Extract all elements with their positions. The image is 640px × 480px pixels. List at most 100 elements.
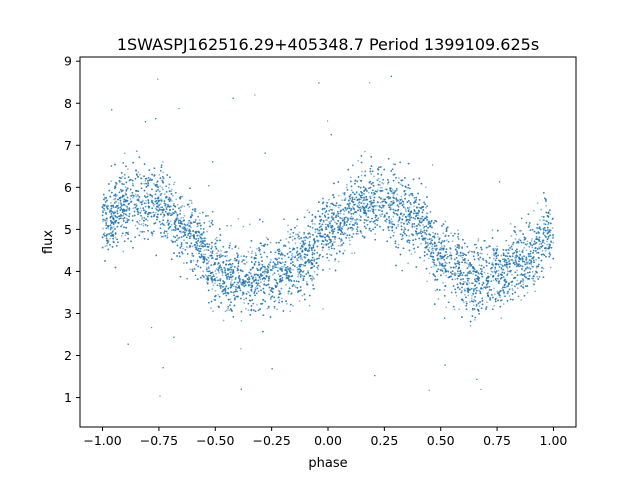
data-point <box>236 283 238 286</box>
data-point <box>182 247 184 250</box>
data-point <box>313 277 316 280</box>
data-point <box>358 214 361 217</box>
data-point <box>510 235 513 237</box>
data-point <box>217 250 220 253</box>
data-point <box>497 273 500 275</box>
data-point <box>388 217 390 219</box>
data-point <box>443 245 446 247</box>
data-point <box>250 252 253 255</box>
data-point <box>428 257 430 260</box>
data-point <box>531 271 534 273</box>
data-point <box>487 246 490 248</box>
data-point <box>351 229 353 232</box>
data-point <box>277 273 280 276</box>
data-point <box>351 206 354 208</box>
data-point <box>146 219 149 222</box>
data-point <box>359 198 362 201</box>
data-point <box>457 229 459 232</box>
data-point <box>522 249 524 252</box>
data-point <box>190 199 193 202</box>
data-point <box>434 289 437 292</box>
data-point <box>180 217 182 219</box>
data-point <box>426 212 429 215</box>
data-point <box>329 253 331 256</box>
data-point <box>292 235 294 237</box>
data-point <box>245 308 247 310</box>
data-point <box>518 250 521 253</box>
data-point <box>444 261 447 264</box>
data-point <box>162 188 164 191</box>
data-point <box>332 217 335 219</box>
data-point <box>422 227 425 229</box>
data-point <box>112 205 115 208</box>
data-point <box>455 295 458 297</box>
data-point <box>215 272 217 275</box>
data-point <box>391 220 394 223</box>
data-point <box>227 307 229 310</box>
data-point <box>466 282 468 284</box>
data-point <box>392 215 395 218</box>
data-point <box>141 218 143 220</box>
data-point <box>183 205 186 208</box>
data-point <box>392 199 395 202</box>
data-point <box>158 190 161 193</box>
data-point <box>428 272 431 275</box>
data-point <box>549 213 552 216</box>
data-point <box>402 203 405 205</box>
data-point <box>134 193 137 196</box>
data-point <box>468 264 470 267</box>
data-point <box>346 183 348 186</box>
data-point <box>473 319 476 321</box>
data-point <box>183 214 186 217</box>
data-point <box>494 268 497 270</box>
data-point <box>397 220 400 223</box>
data-point <box>376 204 378 207</box>
data-point <box>357 159 360 162</box>
data-point <box>122 214 125 217</box>
data-point <box>325 219 327 221</box>
data-point <box>526 291 529 294</box>
data-point <box>437 235 439 238</box>
data-point <box>263 272 266 275</box>
data-point <box>368 195 371 198</box>
data-point <box>334 221 336 224</box>
data-point <box>357 232 360 235</box>
data-point <box>311 275 314 277</box>
data-point <box>491 229 494 231</box>
data-point <box>414 251 416 253</box>
data-point <box>241 278 244 281</box>
data-point <box>501 264 503 266</box>
data-point <box>471 294 473 297</box>
data-point <box>481 252 483 255</box>
data-point <box>164 193 166 195</box>
data-point <box>256 247 258 250</box>
data-point <box>289 233 292 236</box>
data-point <box>379 214 381 216</box>
data-point <box>374 208 377 211</box>
data-point <box>420 228 422 231</box>
data-point <box>341 199 343 201</box>
data-point <box>365 214 367 217</box>
data-point <box>482 259 485 262</box>
data-point <box>149 177 152 180</box>
data-point <box>296 270 299 273</box>
data-point <box>531 246 534 249</box>
data-point <box>226 309 228 312</box>
data-point <box>545 205 548 207</box>
data-point <box>426 280 428 282</box>
data-point <box>525 259 528 262</box>
data-point <box>538 247 541 250</box>
data-point <box>392 163 395 166</box>
data-point <box>403 194 406 197</box>
data-point <box>159 206 162 209</box>
data-point <box>322 243 325 246</box>
data-point <box>169 220 172 223</box>
data-point <box>180 231 182 234</box>
data-point <box>511 243 514 246</box>
data-point <box>514 256 516 259</box>
data-point <box>350 215 353 218</box>
data-point <box>230 224 232 227</box>
data-point <box>423 259 426 262</box>
data-point <box>222 319 225 322</box>
data-point <box>326 253 329 255</box>
